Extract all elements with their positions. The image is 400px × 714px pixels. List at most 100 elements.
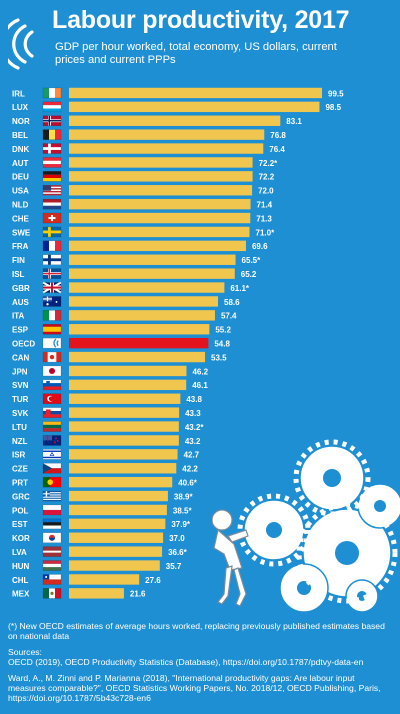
value-label-can: 53.5 [211, 353, 227, 362]
category-label-fin: FIN [12, 256, 25, 265]
sweden-flag-icon [42, 226, 62, 238]
value-label-kor: 37.0 [169, 534, 185, 543]
bar-cze [69, 463, 177, 474]
bar-che [69, 212, 251, 224]
category-label-svn: SVN [12, 381, 29, 390]
value-label-ltu: 43.2* [185, 423, 205, 432]
category-label-can: CAN [12, 353, 30, 362]
category-label-mex: MEX [12, 590, 30, 599]
iceland-flag-icon [42, 268, 62, 279]
hungary-flag-icon [42, 560, 62, 571]
value-label-hun: 35.7 [166, 562, 182, 571]
bar-lux [69, 101, 320, 113]
category-label-che: CHE [12, 214, 30, 223]
bar-oecd [69, 337, 209, 349]
value-label-isl: 65.2 [241, 270, 257, 279]
value-label-deu: 72.2 [259, 173, 275, 182]
belgium-flag-icon [42, 129, 62, 140]
bar-est [69, 518, 166, 530]
source-1: OECD (2019), OECD Productivity Statistic… [8, 657, 364, 668]
bar-irl [69, 87, 322, 99]
lithuania-flag-icon [42, 421, 62, 432]
oecd-logo-icon [8, 18, 34, 70]
category-label-pol: POL [12, 506, 29, 515]
category-label-swe: SWE [12, 228, 31, 237]
bar-aut [69, 157, 253, 168]
value-label-pol: 38.5* [173, 506, 193, 515]
australia-flag-icon [42, 296, 62, 307]
category-label-isr: ISR [12, 451, 26, 460]
footnote: (*) New OECD estimates of average hours … [8, 621, 385, 642]
figure-pushing-gears-illustration [212, 439, 400, 613]
value-label-aus: 58.6 [224, 298, 240, 307]
bar-prt [69, 476, 173, 488]
value-label-che: 71.3 [256, 214, 272, 223]
luxembourg-flag-icon [42, 101, 62, 113]
value-label-oecd: 54.8 [214, 339, 230, 348]
bar-chl [69, 574, 140, 585]
value-label-aut: 72.2* [259, 159, 279, 168]
usa-flag-icon [42, 185, 62, 196]
category-label-oecd: OECD [12, 339, 35, 348]
value-label-tur: 43.8 [186, 395, 202, 404]
bar-nor [69, 115, 281, 126]
sources-label: Sources: [8, 646, 42, 657]
bar-swe [69, 226, 250, 238]
category-label-kor: KOR [12, 534, 30, 543]
norway-flag-icon [42, 115, 62, 126]
bar-tur [69, 393, 181, 404]
category-label-nld: NLD [12, 200, 29, 209]
czech-flag-icon [42, 463, 62, 474]
bar-svn [69, 379, 187, 391]
bar-deu [69, 171, 253, 182]
slovenia-flag-icon [42, 379, 62, 391]
value-label-svk: 43.3 [185, 409, 201, 418]
value-label-ita: 57.4 [221, 312, 237, 321]
greece-flag-icon [42, 490, 62, 502]
denmark-flag-icon [42, 143, 62, 154]
portugal-flag-icon [42, 476, 62, 488]
slovakia-flag-icon [42, 407, 62, 418]
bar-hun [69, 560, 160, 571]
category-label-hun: HUN [12, 562, 30, 571]
value-label-fra: 69.6 [252, 242, 268, 251]
bar-ita [69, 310, 215, 321]
value-label-est: 37.9* [171, 520, 191, 529]
value-label-lva: 36.6* [168, 548, 188, 557]
israel-flag-icon [42, 449, 62, 460]
spain-flag-icon [42, 324, 62, 335]
value-label-chl: 27.6 [145, 576, 161, 585]
category-label-usa: USA [12, 187, 29, 196]
category-label-fra: FRA [12, 242, 29, 251]
category-label-dnk: DNK [12, 145, 30, 154]
bar-pol [69, 504, 167, 516]
category-label-aus: AUS [12, 298, 30, 307]
category-label-nor: NOR [12, 117, 30, 126]
value-label-esp: 55.2 [215, 326, 231, 335]
canada-flag-icon [42, 351, 62, 363]
value-label-usa: 72.0 [258, 187, 274, 196]
value-label-cze: 42.2 [182, 465, 198, 474]
value-label-irl: 99.5 [328, 89, 344, 98]
value-label-prt: 40.6* [178, 478, 198, 487]
finland-flag-icon [42, 254, 62, 265]
bar-mex [69, 588, 124, 599]
header: Labour productivity, 2017 GDP per hour w… [0, 0, 400, 84]
category-label-svk: SVK [12, 409, 29, 418]
bar-lva [69, 546, 163, 557]
value-label-fin: 65.5* [242, 256, 262, 265]
new-zealand-flag-icon [42, 435, 62, 446]
category-label-jpn: JPN [12, 367, 28, 376]
category-label-esp: ESP [12, 326, 29, 335]
netherlands-flag-icon [42, 198, 62, 210]
value-label-nor: 83.1 [286, 117, 302, 126]
category-label-isl: ISL [12, 270, 25, 279]
turkey-flag-icon [42, 393, 62, 404]
category-label-ltu: LTU [12, 423, 27, 432]
bar-bel [69, 129, 265, 140]
category-label-tur: TUR [12, 395, 29, 404]
bar-isl [69, 268, 235, 279]
bar-aus [69, 296, 219, 307]
category-label-irl: IRL [12, 89, 25, 98]
germany-flag-icon [42, 171, 62, 182]
